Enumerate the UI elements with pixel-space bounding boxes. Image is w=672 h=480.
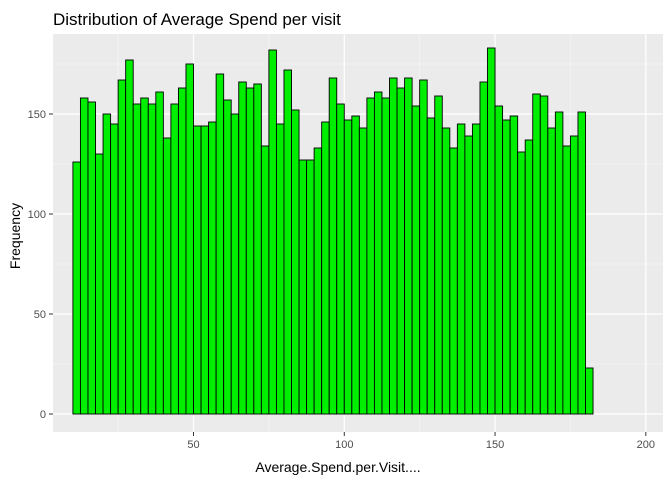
histogram-bar bbox=[155, 91, 164, 415]
histogram-bar bbox=[253, 83, 262, 415]
x-axis-label: Average.Spend.per.Visit.... bbox=[255, 459, 420, 475]
x-tick-label: 50 bbox=[187, 439, 199, 451]
histogram-bar bbox=[208, 121, 217, 415]
histogram-bar bbox=[260, 145, 270, 415]
histogram-bar bbox=[539, 95, 549, 415]
x-tick-label: 100 bbox=[335, 439, 353, 451]
histogram-bar bbox=[426, 117, 436, 415]
histogram-bar bbox=[268, 49, 277, 415]
histogram-bar bbox=[524, 139, 534, 415]
histogram-bar bbox=[358, 127, 368, 415]
histogram-bar bbox=[411, 105, 421, 415]
histogram-bar bbox=[585, 367, 594, 415]
histogram-bar bbox=[532, 93, 541, 415]
y-tick-label: 150 bbox=[28, 109, 46, 121]
histogram-bar bbox=[321, 121, 330, 415]
histogram-bar bbox=[177, 87, 187, 415]
histogram-bar bbox=[313, 147, 323, 415]
chart-title: Distribution of Average Spend per visit bbox=[53, 10, 341, 29]
histogram-bar bbox=[419, 79, 428, 415]
histogram-bar bbox=[351, 115, 360, 415]
histogram-bar bbox=[434, 95, 443, 415]
histogram-bar bbox=[230, 113, 240, 415]
histogram-bar bbox=[72, 161, 81, 415]
histogram-bar bbox=[275, 123, 285, 415]
x-tick-label: 150 bbox=[486, 439, 504, 451]
histogram-bar bbox=[132, 103, 142, 415]
histogram-bar bbox=[95, 153, 104, 415]
histogram-bar bbox=[291, 109, 300, 415]
histogram-bar bbox=[343, 119, 353, 415]
histogram-bar bbox=[79, 97, 89, 415]
histogram-bar bbox=[569, 135, 579, 415]
histogram-bar bbox=[441, 127, 451, 415]
histogram-bar bbox=[366, 97, 375, 415]
histogram-bar bbox=[283, 69, 292, 415]
histogram-bar bbox=[328, 77, 338, 415]
histogram-bar bbox=[185, 63, 194, 415]
histogram-bar bbox=[215, 73, 225, 415]
y-tick-label: 0 bbox=[40, 409, 46, 421]
histogram-bars bbox=[72, 47, 594, 415]
histogram-bar bbox=[487, 47, 496, 415]
y-tick-label: 100 bbox=[28, 209, 46, 221]
histogram-bar bbox=[577, 111, 586, 415]
histogram-bar bbox=[554, 111, 564, 415]
histogram-bar bbox=[140, 97, 149, 415]
histogram-bar bbox=[562, 145, 571, 415]
histogram-bar bbox=[87, 101, 96, 415]
histogram-bar bbox=[502, 119, 511, 415]
histogram-bar bbox=[193, 125, 202, 415]
histogram-bar bbox=[102, 113, 112, 415]
histogram-bar bbox=[245, 87, 255, 415]
histogram-bar bbox=[456, 123, 466, 415]
histogram-bar bbox=[464, 135, 473, 415]
histogram-bar bbox=[170, 103, 179, 415]
histogram-bar bbox=[125, 59, 134, 415]
histogram-bar bbox=[389, 77, 398, 415]
histogram-bar bbox=[404, 77, 413, 415]
histogram-bar bbox=[162, 137, 172, 415]
histogram-bar bbox=[471, 123, 481, 415]
histogram-bar bbox=[147, 103, 157, 415]
histogram-bar bbox=[200, 125, 210, 415]
x-tick-label: 200 bbox=[637, 439, 655, 451]
histogram-bar bbox=[509, 115, 519, 415]
histogram-bar bbox=[306, 159, 315, 415]
histogram-bar bbox=[517, 151, 526, 415]
histogram-bar bbox=[381, 97, 390, 415]
histogram-bar bbox=[238, 81, 247, 415]
histogram-bar bbox=[479, 81, 488, 415]
histogram-bar bbox=[494, 105, 504, 415]
histogram-bar bbox=[110, 123, 119, 415]
histogram-bar bbox=[298, 159, 308, 415]
y-tick-label: 50 bbox=[34, 309, 46, 321]
histogram-bar bbox=[373, 91, 383, 415]
histogram-bar bbox=[336, 103, 345, 415]
histogram-bar bbox=[449, 147, 458, 415]
histogram-bar bbox=[223, 99, 232, 415]
axis-ticks: 50 100 150 200 0 50 100 150 bbox=[28, 109, 655, 451]
histogram-bar bbox=[117, 79, 127, 415]
histogram-bar bbox=[396, 87, 406, 415]
histogram-bar bbox=[547, 127, 556, 415]
y-axis-label: Frequency bbox=[7, 203, 23, 269]
